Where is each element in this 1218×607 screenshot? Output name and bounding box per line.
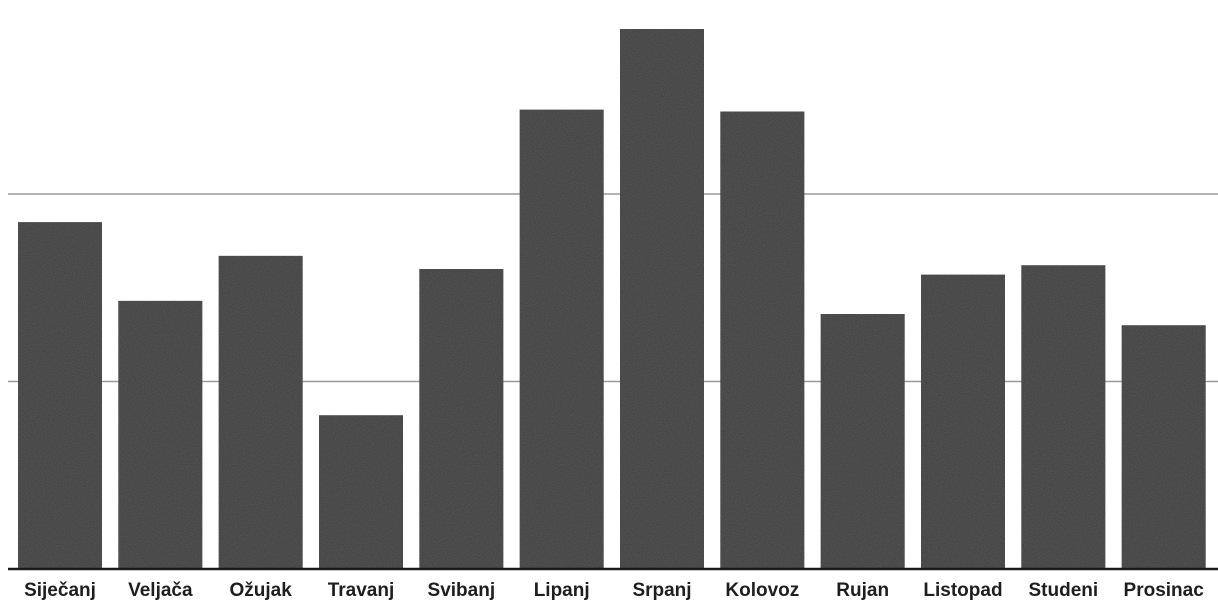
x-tick-label-5: Svibanj	[428, 580, 496, 601]
x-tick-label-2: Veljača	[128, 580, 193, 601]
bars	[18, 29, 1206, 569]
bar-12	[1121, 325, 1206, 569]
x-tick-label-1: Siječanj	[24, 580, 96, 601]
x-tick-label-11: Studeni	[1028, 580, 1098, 601]
x-tick-label-12: Prosinac	[1124, 580, 1205, 601]
x-tick-label-7: Srpanj	[632, 580, 691, 601]
x-tick-label-10: Listopad	[923, 580, 1002, 601]
gridlines	[8, 193, 1218, 383]
x-tick-label-9: Rujan	[836, 580, 889, 601]
bar-2	[118, 300, 203, 569]
bar-6	[519, 109, 604, 569]
bar-8	[720, 111, 805, 569]
bar-3	[218, 255, 303, 569]
x-tick-labels: Siječanj Veljača Ožujak Travanj Svibanj Lipan…	[24, 580, 1204, 601]
bar-5	[419, 269, 504, 569]
x-tick-label-8: Kolovoz	[725, 580, 799, 601]
bar-11	[1021, 265, 1106, 569]
x-tick-label-3: Ožujak	[230, 580, 293, 601]
bar-10	[921, 274, 1005, 569]
bar-1	[18, 222, 102, 569]
bar-7	[620, 29, 704, 569]
x-tick-label-6: Lipanj	[534, 580, 590, 601]
bar-9	[820, 314, 905, 569]
bar-4	[319, 415, 403, 569]
x-tick-label-4: Travanj	[328, 580, 395, 601]
